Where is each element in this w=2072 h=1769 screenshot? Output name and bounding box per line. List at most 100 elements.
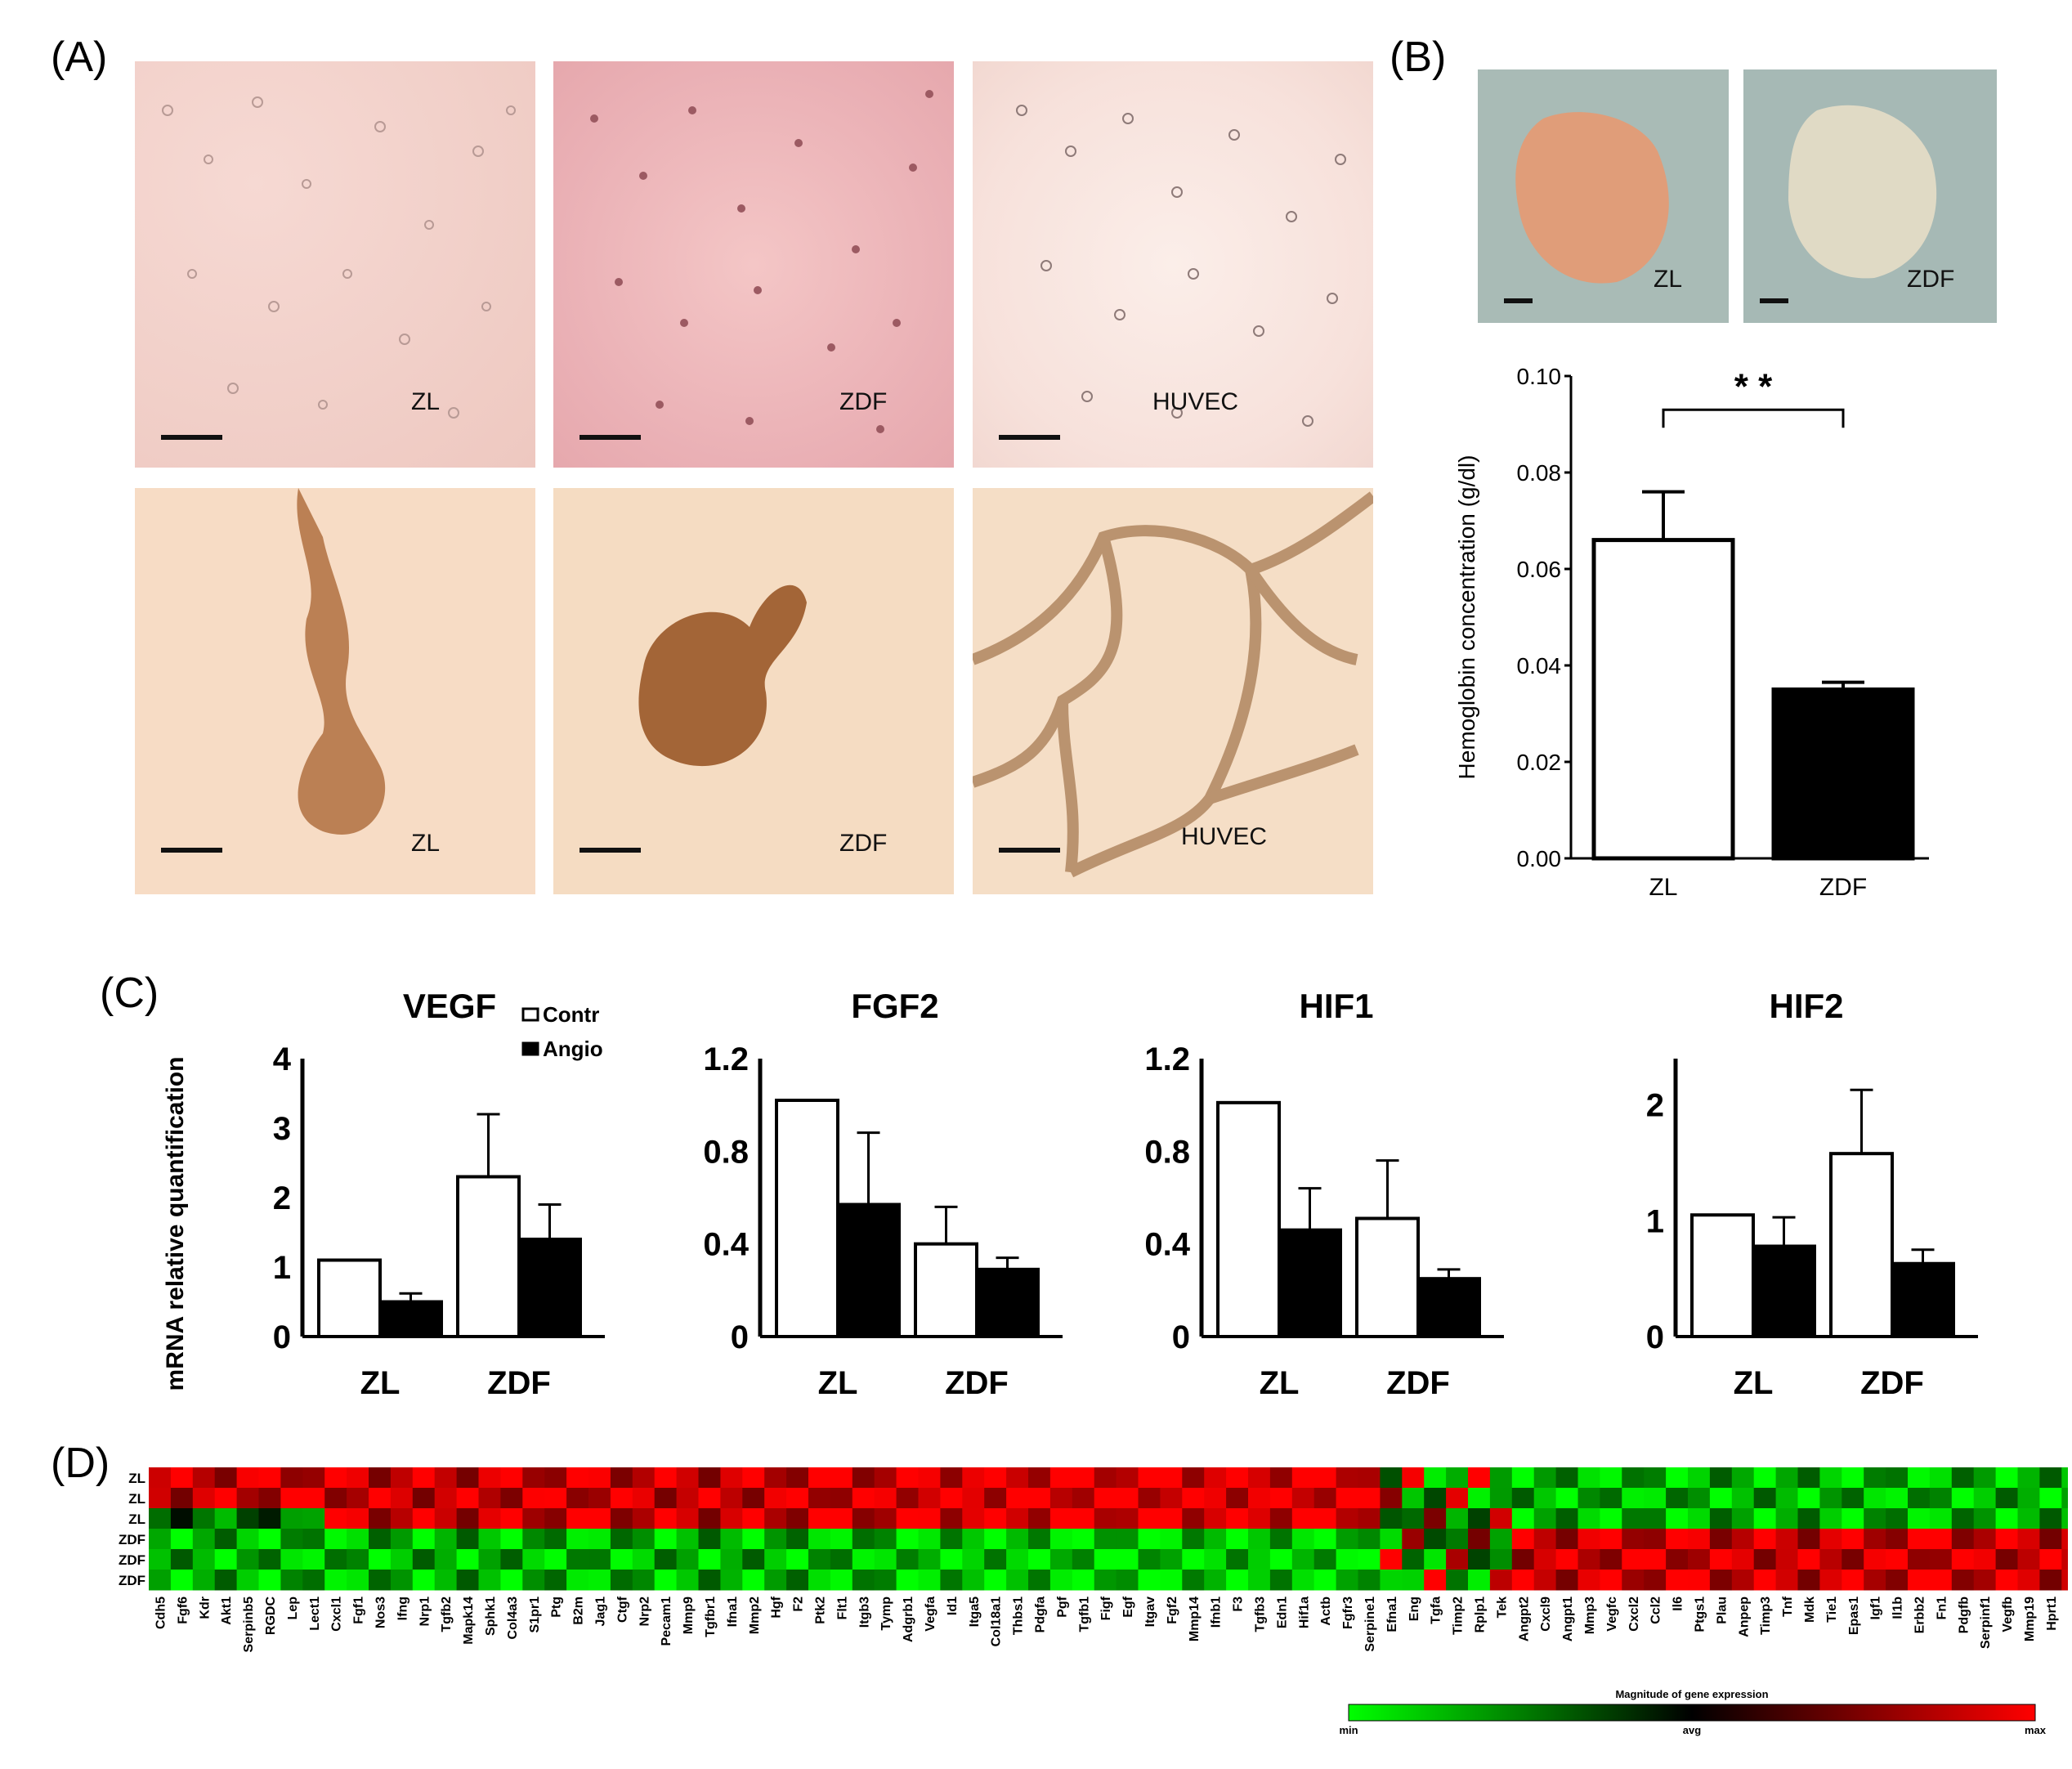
heatmap-cell	[390, 1488, 414, 1509]
heatmap-cell	[1644, 1529, 1667, 1550]
heatmap-cell	[1886, 1549, 1909, 1570]
heatmap-cell	[1533, 1570, 1557, 1591]
chart-title: HIF1	[1299, 987, 1373, 1025]
heatmap-cell	[1644, 1508, 1667, 1529]
heatmap-cell	[1006, 1467, 1029, 1489]
heatmap-cell	[170, 1529, 194, 1550]
heatmap-cell	[1269, 1508, 1293, 1529]
heatmap-column-label: Angpt2	[1517, 1597, 1531, 1641]
heatmap-cell	[1358, 1529, 1381, 1550]
heatmap-cell	[1819, 1467, 1842, 1489]
heatmap-cell	[2061, 1570, 2068, 1591]
heatmap-column-label: Eng	[1407, 1597, 1421, 1621]
heatmap-cell	[1094, 1508, 1117, 1529]
heatmap-cell	[369, 1549, 392, 1570]
heatmap-cell	[1600, 1467, 1622, 1489]
heatmap-cell	[1313, 1488, 1337, 1509]
heatmap-cell	[1973, 1549, 1997, 1570]
heatmap-column-label: Pecam1	[660, 1597, 674, 1646]
heatmap-cell	[214, 1529, 238, 1550]
heatmap-cell	[149, 1570, 172, 1591]
heatmap-cell	[676, 1467, 699, 1489]
heatmap-cell	[1446, 1570, 1469, 1591]
heatmap-cell	[1951, 1570, 1975, 1591]
heatmap-cell	[1291, 1549, 1315, 1570]
heatmap-cell	[940, 1488, 963, 1509]
heatmap-column-label: Tie1	[1825, 1597, 1839, 1623]
heatmap-column-label: Itgav	[1143, 1597, 1157, 1627]
heatmap-cell	[1533, 1549, 1557, 1570]
heatmap-cell	[1797, 1529, 1820, 1550]
heatmap-cell	[1182, 1488, 1205, 1509]
heatmap-column-label: Mmp19	[2023, 1597, 2037, 1641]
heatmap-cell	[1424, 1529, 1447, 1550]
heatmap-column-label: Serpinf1	[1979, 1597, 1993, 1649]
y-tick-label: 2	[1646, 1088, 1664, 1124]
bar	[1355, 1216, 1420, 1338]
heatmap-column-label: Fgfr3	[1341, 1597, 1355, 1629]
heatmap-cell	[1731, 1467, 1755, 1489]
heatmap-cell	[544, 1508, 567, 1529]
heatmap-cell	[1291, 1570, 1315, 1591]
micrograph-label: ZL	[411, 388, 441, 415]
heatmap-cell	[742, 1529, 765, 1550]
heatmap-column-label: Fn1	[1935, 1597, 1949, 1620]
heatmap-column-label: Hprt1	[2045, 1597, 2059, 1631]
heatmap-cell	[1533, 1529, 1557, 1550]
colorbar-min-label: min	[1339, 1724, 1358, 1736]
heatmap-column-label: F3	[1232, 1597, 1246, 1612]
heatmap-column-label: Rplp1	[1473, 1597, 1487, 1633]
heatmap-column-label: Egf	[1121, 1596, 1135, 1617]
heatmap-cell	[632, 1529, 656, 1550]
heatmap-cell	[324, 1570, 347, 1591]
heatmap-cell	[1688, 1529, 1711, 1550]
heatmap-cell	[940, 1529, 963, 1550]
heatmap-cell	[236, 1508, 259, 1529]
x-tick-label: ZDF	[1860, 1365, 1924, 1401]
heatmap-cell	[2017, 1488, 2040, 1509]
micrograph-zl-top: ZL	[135, 61, 535, 468]
heatmap-cell	[1555, 1570, 1578, 1591]
heatmap-cell	[830, 1488, 853, 1509]
heatmap-cell	[544, 1549, 567, 1570]
heatmap-cell	[1731, 1529, 1755, 1550]
y-tick-label: 2	[273, 1180, 291, 1216]
heatmap-cell	[1094, 1549, 1117, 1570]
legend-label: Contr	[543, 1002, 599, 1027]
heatmap-cell	[1622, 1488, 1645, 1509]
heatmap-column-label: Actb	[1319, 1597, 1333, 1626]
heatmap-cell	[1929, 1529, 1953, 1550]
x-tick-label: ZDF	[1386, 1365, 1450, 1401]
heatmap-cell	[984, 1570, 1007, 1591]
heatmap-cell	[258, 1467, 281, 1489]
y-tick-label: 0.4	[703, 1227, 749, 1263]
heatmap-cell	[588, 1529, 611, 1550]
heatmap-cell	[1028, 1467, 1051, 1489]
heatmap-cell	[1248, 1529, 1271, 1550]
heatmap-cell	[1666, 1467, 1689, 1489]
heatmap-cell	[1049, 1467, 1073, 1489]
heatmap-cell	[1951, 1529, 1975, 1550]
heatmap-cell	[1380, 1488, 1403, 1509]
heatmap-cell	[896, 1488, 919, 1509]
heatmap-cell	[962, 1570, 985, 1591]
y-tick-label: 1.2	[703, 1041, 749, 1077]
heatmap-cell	[302, 1467, 325, 1489]
heatmap-cell	[434, 1488, 458, 1509]
heatmap-cell	[434, 1570, 458, 1591]
heatmap-cell	[1709, 1488, 1733, 1509]
chart-title: FGF2	[851, 987, 938, 1025]
heatmap-column-label: Edn1	[1275, 1597, 1289, 1628]
heatmap-cell	[1775, 1467, 1798, 1489]
heatmap-cell	[149, 1529, 172, 1550]
heatmap-cell	[1753, 1467, 1777, 1489]
hif1-chart: HIF1 0 0.4 0.8 1.2 ZL ZDF	[1144, 987, 1504, 1401]
heatmap-cell	[1819, 1549, 1842, 1570]
heatmap-cell	[1291, 1529, 1315, 1550]
heatmap-cell	[896, 1467, 919, 1489]
heatmap-column-label: Pgf	[1055, 1596, 1069, 1617]
heatmap-cell	[1688, 1570, 1711, 1591]
heatmap-cell	[324, 1549, 347, 1570]
heatmap-cell	[302, 1488, 325, 1509]
micrograph-label: HUVEC	[1152, 388, 1239, 415]
